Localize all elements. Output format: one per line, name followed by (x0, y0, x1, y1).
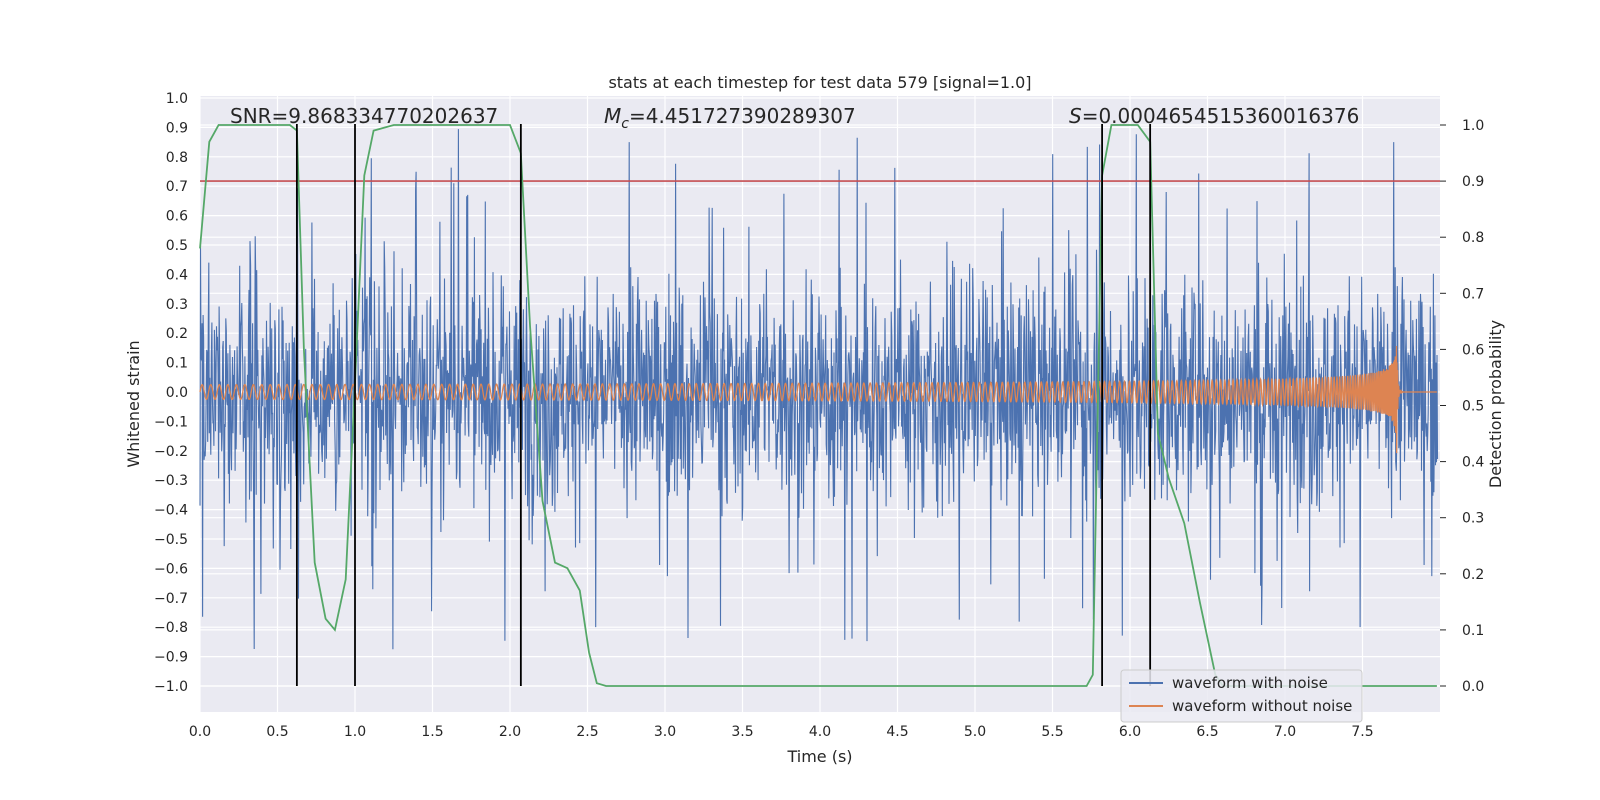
x-axis-ticks: 0.0 0.5 1.0 1.5 2.0 2.5 3.0 3.5 4.0 4.5 5.0 5.5 6.0 6… (189, 724, 1374, 740)
y-tick-label: −0.4 (154, 503, 188, 519)
snr-annotation: SNR=9.868334770202637 (230, 104, 498, 128)
x-tick-label: 5.0 (964, 724, 986, 740)
waveform-without-noise-line (199, 346, 1437, 454)
waveform-without-noise-series (199, 346, 1437, 454)
x-tick-label: 0.5 (266, 724, 288, 740)
y-tick-label: −0.6 (154, 561, 188, 577)
chirp-mass-value: =4.451727390289307 (629, 104, 856, 128)
y-tick-label: 1.0 (166, 91, 188, 107)
s-annotation: S=0.0004654515360016376 (1069, 104, 1359, 128)
y2-axis-ticks: 1.0 0.9 0.8 0.7 0.6 0.5 0.4 0.3 0.2 0.1 0.0 (1440, 118, 1484, 695)
y-tick-label: −0.7 (154, 591, 188, 607)
y-axis-ticks: 1.0 0.9 0.8 0.7 0.6 0.5 0.4 0.3 0.2 0.1 0.0 −0.1 −0.… (154, 91, 188, 695)
y-tick-label: 0.0 (166, 385, 188, 401)
y2-tick-label: 1.0 (1462, 118, 1484, 134)
y-tick-label: 0.3 (166, 297, 188, 313)
x-tick-label: 1.5 (421, 724, 443, 740)
y-tick-label: 0.7 (166, 179, 188, 195)
legend-box (1120, 669, 1363, 723)
y2-tick-label: 0.4 (1462, 455, 1484, 471)
x-tick-label: 4.0 (809, 724, 831, 740)
y2-tick-label: 0.6 (1462, 342, 1484, 358)
y-tick-label: 0.1 (166, 356, 188, 372)
x-axis-label: Time (s) (786, 747, 852, 766)
chirp-mass-subscript: c (621, 116, 629, 132)
event-markers (295, 124, 1152, 686)
y-tick-label: 0.8 (166, 150, 188, 166)
x-tick-label: 3.0 (654, 724, 676, 740)
x-tick-label: 7.5 (1351, 724, 1373, 740)
y-tick-label: −0.5 (154, 532, 188, 548)
s-value: =0.0004654515360016376 (1082, 104, 1360, 128)
y-tick-label: −0.3 (154, 473, 188, 489)
x-tick-label: 3.5 (731, 724, 753, 740)
y-tick-label: 0.5 (166, 238, 188, 254)
y2-axis-label: Detection probability (1486, 320, 1505, 488)
y-tick-label: −0.1 (154, 414, 188, 430)
detection-probability-line (199, 124, 1437, 687)
y2-tick-label: 0.2 (1462, 567, 1484, 583)
x-tick-label: 5.5 (1041, 724, 1063, 740)
y2-tick-label: 0.3 (1462, 511, 1484, 527)
y-tick-label: 0.4 (166, 267, 188, 283)
y2-tick-label: 0.0 (1462, 679, 1484, 695)
detection-probability-series (199, 124, 1437, 687)
legend-label-noise: waveform with noise (1172, 674, 1328, 692)
x-tick-label: 6.0 (1119, 724, 1141, 740)
y2-tick-label: 0.7 (1462, 286, 1484, 302)
legend: waveform with noise waveform without noi… (1120, 669, 1363, 723)
y-axis-label: Whitened strain (124, 340, 143, 467)
x-tick-label: 0.0 (189, 724, 211, 740)
chirp-mass-annotation: Mc=4.451727390289307 (604, 104, 856, 132)
y-tick-label: −0.2 (154, 444, 188, 460)
x-tick-label: 7.0 (1274, 724, 1296, 740)
y2-tick-label: 0.1 (1462, 623, 1484, 639)
x-tick-label: 1.0 (344, 724, 366, 740)
y2-tick-label: 0.5 (1462, 399, 1484, 415)
y2-tick-label: 0.9 (1462, 174, 1484, 190)
y-tick-label: 0.2 (166, 326, 188, 342)
s-symbol: S (1069, 104, 1082, 128)
chirp-mass-symbol: M (604, 104, 621, 128)
y-tick-label: −0.8 (154, 620, 188, 636)
y-tick-label: −0.9 (154, 650, 188, 666)
x-tick-label: 6.5 (1196, 724, 1218, 740)
y2-tick-label: 0.8 (1462, 230, 1484, 246)
y-tick-label: 0.9 (166, 120, 188, 136)
x-tick-label: 2.0 (499, 724, 521, 740)
y-tick-label: 0.6 (166, 209, 188, 225)
y-tick-label: −1.0 (154, 679, 188, 695)
chart-title: stats at each timestep for test data 579… (608, 73, 1031, 92)
legend-label-clean: waveform without noise (1172, 697, 1352, 715)
x-tick-label: 2.5 (576, 724, 598, 740)
x-tick-label: 4.5 (886, 724, 908, 740)
